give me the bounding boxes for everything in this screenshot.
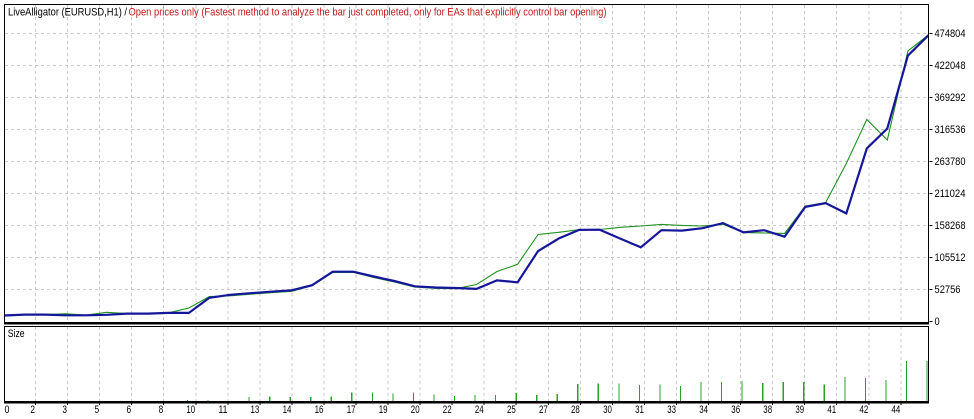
svg-text:42: 42 (860, 404, 869, 416)
svg-text:27: 27 (539, 404, 548, 416)
svg-text:10: 10 (186, 404, 195, 416)
svg-text:2: 2 (30, 404, 35, 416)
svg-text:17: 17 (347, 404, 356, 416)
svg-text:16: 16 (315, 404, 324, 416)
svg-text:11: 11 (219, 404, 228, 416)
svg-text:474804: 474804 (935, 28, 966, 40)
svg-text:13: 13 (251, 404, 260, 416)
svg-text:25: 25 (507, 404, 516, 416)
svg-text:20: 20 (411, 404, 420, 416)
svg-text:316536: 316536 (935, 124, 966, 136)
svg-text:211024: 211024 (935, 188, 966, 200)
svg-text:LiveAlligator (EURUSD,H1) /: LiveAlligator (EURUSD,H1) / (8, 7, 128, 19)
svg-text:0: 0 (935, 316, 940, 328)
svg-text:44: 44 (892, 404, 901, 416)
svg-text:30: 30 (603, 404, 612, 416)
svg-text:263780: 263780 (935, 156, 966, 168)
svg-text:158268: 158268 (935, 220, 966, 232)
svg-text:8: 8 (159, 404, 164, 416)
svg-text:6: 6 (127, 404, 132, 416)
svg-text:Size: Size (8, 328, 25, 340)
svg-text:105512: 105512 (935, 252, 966, 264)
svg-text:31: 31 (635, 404, 644, 416)
svg-text:422048: 422048 (935, 60, 966, 72)
svg-text:369292: 369292 (935, 92, 966, 104)
svg-text:Open prices only (Fastest meth: Open prices only (Fastest method to anal… (129, 7, 607, 19)
svg-text:24: 24 (475, 404, 484, 416)
svg-text:0: 0 (5, 404, 10, 416)
svg-text:3: 3 (62, 404, 67, 416)
svg-text:52756: 52756 (935, 284, 961, 296)
svg-text:28: 28 (571, 404, 580, 416)
svg-text:19: 19 (379, 404, 388, 416)
svg-text:22: 22 (443, 404, 452, 416)
svg-text:39: 39 (795, 404, 804, 416)
svg-text:41: 41 (827, 404, 836, 416)
svg-text:14: 14 (283, 404, 292, 416)
svg-text:34: 34 (699, 404, 708, 416)
svg-text:38: 38 (763, 404, 772, 416)
svg-text:5: 5 (95, 404, 100, 416)
svg-text:33: 33 (667, 404, 676, 416)
svg-text:36: 36 (731, 404, 740, 416)
